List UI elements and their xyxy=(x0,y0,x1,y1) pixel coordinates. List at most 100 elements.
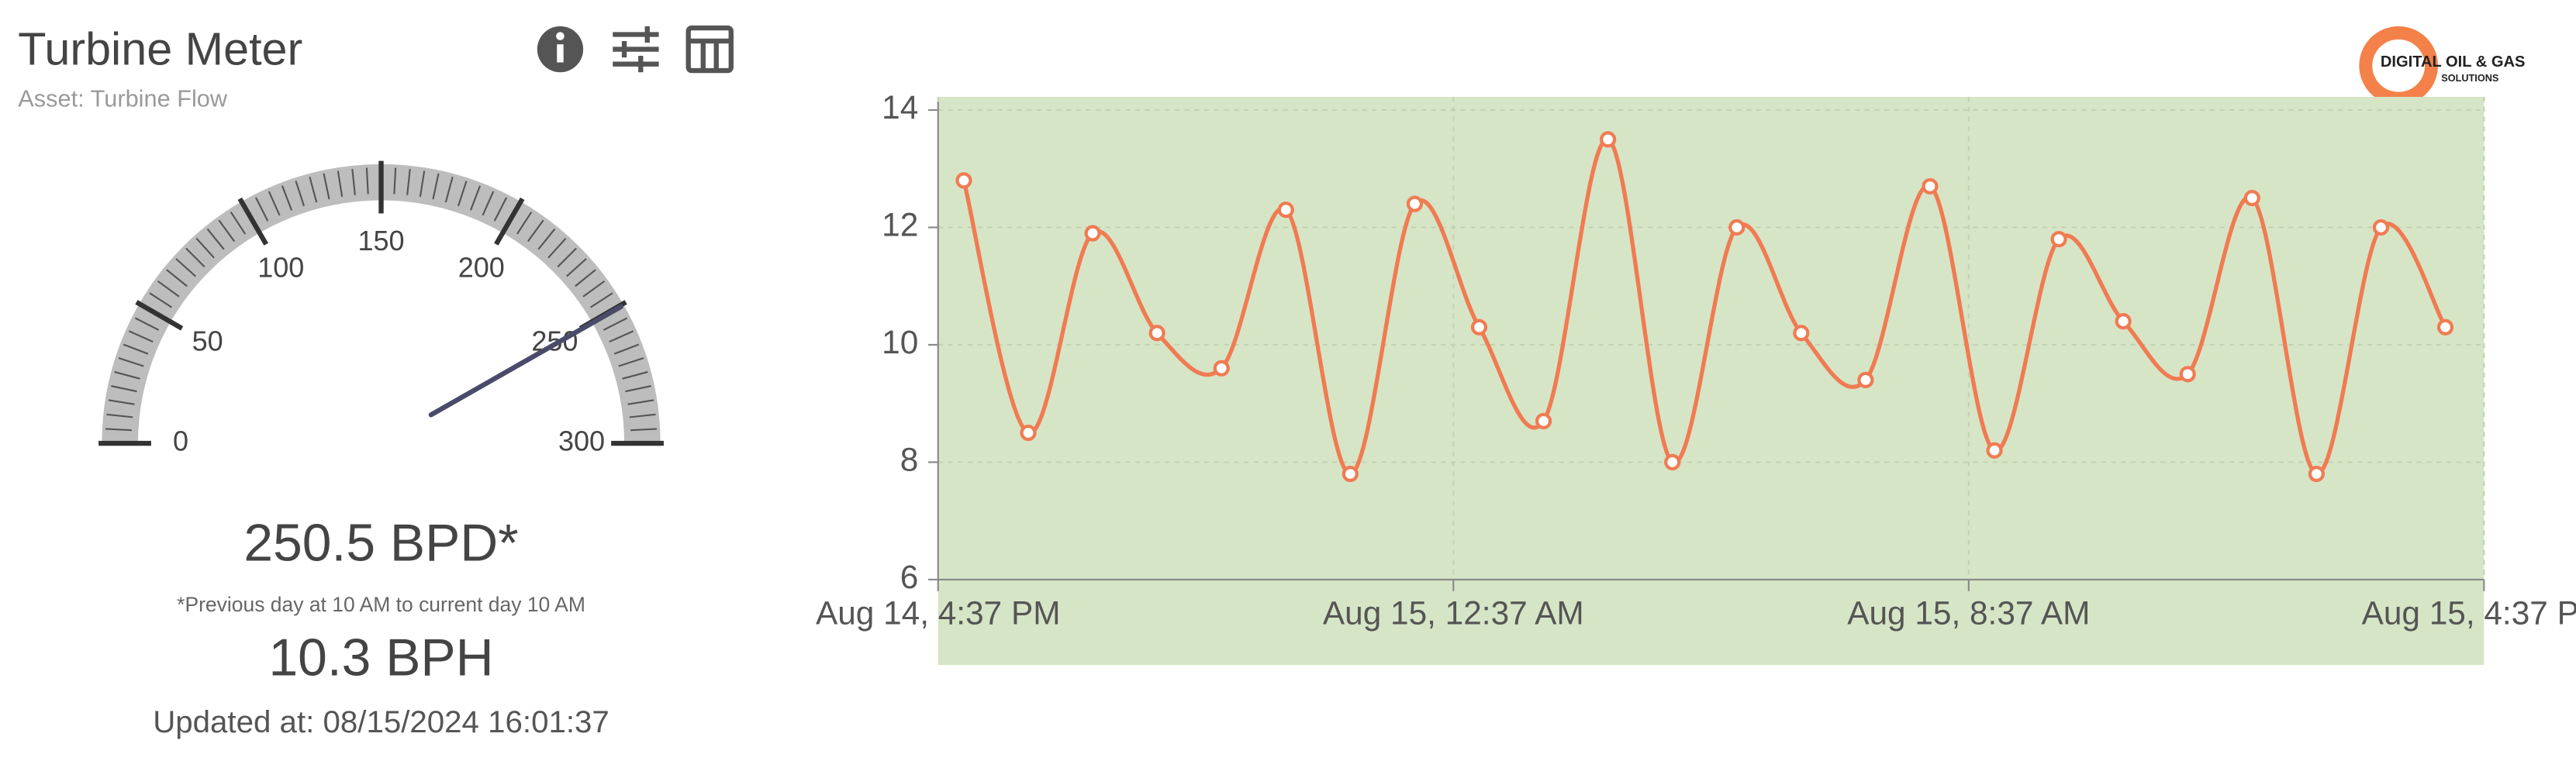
gauge-minor-tick xyxy=(432,173,440,200)
data-point xyxy=(1793,325,1810,342)
line-chart: 6 8 10 12 14 Aug 14, 4:37 PM Aug 15, 12:37 AM A… xyxy=(816,89,2576,666)
logo: DIGITAL OIL & GAS SOLUTIONS xyxy=(2359,26,2525,105)
y-tick-label: 14 xyxy=(882,89,918,126)
gauge-minor-tick xyxy=(493,197,508,222)
data-point xyxy=(1148,325,1165,342)
data-point xyxy=(2050,230,2067,248)
x-tick-label: Aug 14, 4:37 PM xyxy=(816,595,1061,632)
data-point xyxy=(1277,201,1294,219)
gauge-major-tick xyxy=(135,300,184,331)
gauge-minor-tick xyxy=(295,181,306,207)
gauge-minor-tick xyxy=(393,167,397,195)
gauge-minor-tick xyxy=(337,170,344,198)
gauge-tick-label: 150 xyxy=(357,225,404,257)
gauge-minor-tick xyxy=(128,330,154,343)
data-point xyxy=(1213,360,1230,377)
y-tick-label: 12 xyxy=(882,207,918,243)
gauge-minor-tick xyxy=(323,173,330,200)
gauge-minor-tick xyxy=(118,357,144,367)
gauge-minor-tick xyxy=(105,428,132,432)
data-point xyxy=(2243,189,2260,207)
gauge-minor-tick xyxy=(108,399,135,405)
gauge-minor-tick xyxy=(309,176,318,203)
gauge-minor-tick xyxy=(111,384,137,393)
gauge-minor-tick xyxy=(134,317,160,331)
data-point xyxy=(1986,442,2003,459)
series-line xyxy=(962,137,2447,477)
gauge-minor-tick xyxy=(582,280,606,298)
gauge-minor-tick xyxy=(268,191,281,216)
gauge-minor-tick xyxy=(618,357,644,367)
gauge-minor-tick xyxy=(613,343,640,355)
gauge-needle xyxy=(428,304,623,418)
gauge-minor-tick xyxy=(575,269,596,288)
gauge-minor-tick xyxy=(123,343,149,355)
gauge-minor-tick xyxy=(419,170,426,198)
gauge-minor-tick xyxy=(609,330,634,343)
data-point xyxy=(1728,219,1746,236)
data-point xyxy=(1535,412,1552,429)
gauge-minor-tick xyxy=(557,247,577,268)
info-button[interactable] xyxy=(537,26,584,73)
gauge-minor-tick xyxy=(629,413,656,418)
gauge-minor-tick xyxy=(469,185,482,211)
asset-label: Asset: Turbine Flow xyxy=(18,84,228,112)
gauge-minor-tick xyxy=(218,219,236,243)
gauge-minor-tick xyxy=(230,211,247,235)
gauge-minor-tick xyxy=(458,181,468,207)
gauge-minor-tick xyxy=(254,197,269,222)
data-point xyxy=(1857,371,1874,388)
hourly-rate: 10.3 BPH xyxy=(268,629,493,687)
data-point xyxy=(1600,131,1617,148)
gauge-tick-label: 100 xyxy=(257,252,304,284)
gauge-minor-tick xyxy=(157,280,180,298)
gauge-minor-tick xyxy=(351,168,356,195)
gauge-minor-tick xyxy=(149,292,173,308)
y-tick-label: 10 xyxy=(882,324,918,360)
data-point xyxy=(1342,465,1359,483)
gauge-minor-tick xyxy=(166,269,188,288)
data-point xyxy=(1470,319,1488,336)
gauge-minor-tick xyxy=(365,167,369,195)
gauge-minor-tick xyxy=(625,384,651,393)
gauge-minor-tick xyxy=(406,168,411,195)
updated-time: Updated at: 08/15/2024 16:01:37 xyxy=(153,704,609,739)
gauge-minor-tick xyxy=(106,413,133,418)
gauge-major-tick xyxy=(237,197,268,246)
data-point xyxy=(1084,225,1101,242)
data-point xyxy=(2179,366,2196,383)
settings-button[interactable] xyxy=(613,26,659,73)
x-tick-label: Aug 15, 8:37 AM xyxy=(1847,595,2090,632)
gauge-minor-tick xyxy=(114,370,140,380)
gauge-minor-tick xyxy=(603,317,628,331)
y-tick-label: 6 xyxy=(900,559,919,595)
gauge-minor-tick xyxy=(527,219,544,243)
footnote: *Previous day at 10 AM to current day 10… xyxy=(177,593,585,616)
data-point xyxy=(2115,313,2132,330)
data-point xyxy=(2372,219,2390,236)
data-point xyxy=(2308,465,2325,483)
data-point xyxy=(2436,319,2454,336)
table-button[interactable] xyxy=(685,25,734,74)
data-point xyxy=(955,172,972,189)
gauge-tick-label: 0 xyxy=(173,425,188,457)
gauge-minor-tick xyxy=(175,258,196,277)
gauge-minor-tick xyxy=(516,211,533,235)
y-tick-label: 8 xyxy=(900,442,919,478)
logo-subtext: SOLUTIONS xyxy=(2441,72,2498,84)
gauge-minor-tick xyxy=(566,258,587,277)
data-point xyxy=(1020,424,1037,442)
gauge-minor-tick xyxy=(195,237,215,259)
gauge-minor-tick xyxy=(622,370,648,380)
widget-title: Turbine Meter xyxy=(18,22,302,74)
x-tick-label: Aug 15, 4:37 PM xyxy=(2362,595,2576,632)
data-point xyxy=(1922,177,1939,195)
logo-text: DIGITAL OIL & GAS xyxy=(2381,53,2526,71)
gauge-minor-tick xyxy=(444,176,454,203)
gauge-minor-tick xyxy=(537,228,556,250)
gauge-minor-tick xyxy=(547,237,567,259)
